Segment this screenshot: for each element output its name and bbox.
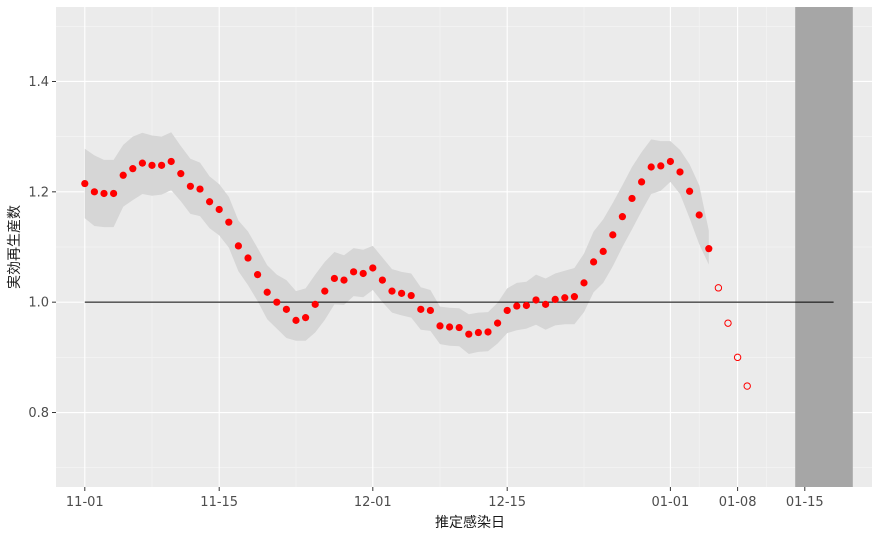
data-point [494, 319, 502, 327]
y-tick-label: 1.2 [28, 185, 49, 200]
data-point [350, 268, 358, 276]
data-point [618, 213, 627, 221]
data-point [302, 314, 310, 322]
data-point [513, 302, 521, 310]
data-point [234, 242, 242, 250]
x-axis-title: 推定感染日 [435, 514, 505, 531]
data-point [225, 218, 233, 226]
data-point [436, 322, 444, 330]
data-point [330, 274, 338, 283]
y-tick-label: 1.4 [28, 75, 49, 90]
data-point [455, 323, 463, 332]
data-point [148, 161, 156, 169]
data-point [311, 300, 319, 308]
data-point [100, 189, 108, 198]
data-point [465, 330, 473, 338]
data-point [388, 287, 396, 295]
data-point [110, 189, 118, 198]
x-tick-label: 01-01 [652, 495, 690, 510]
points-layer [81, 157, 751, 390]
data-point [484, 328, 492, 336]
shaded-region [795, 7, 853, 487]
data-point [686, 187, 694, 195]
data-point [158, 161, 166, 169]
data-point [474, 328, 482, 337]
x-tick-label: 12-01 [354, 495, 392, 510]
shaded-region-layer [795, 7, 853, 487]
data-point [167, 157, 175, 166]
data-point [119, 171, 127, 179]
data-point [254, 270, 262, 279]
data-point [446, 323, 454, 331]
y-tick-label: 1.0 [28, 296, 49, 311]
data-point [426, 306, 434, 315]
data-point [263, 288, 271, 296]
x-tick-label: 11-15 [200, 495, 238, 510]
data-point [695, 211, 703, 219]
data-point [398, 289, 406, 297]
data-point [186, 182, 194, 190]
open-data-point [724, 319, 732, 327]
data-point [609, 231, 617, 239]
open-data-point [743, 382, 751, 390]
data-point [340, 276, 348, 284]
data-point [532, 296, 540, 304]
data-point [407, 291, 415, 300]
data-point [417, 305, 425, 313]
data-point [542, 300, 550, 308]
y-tick-label: 0.8 [28, 406, 49, 421]
data-point [561, 294, 569, 302]
x-tick-label: 11-01 [66, 495, 104, 510]
minor-gridlines [56, 7, 872, 487]
data-point [196, 185, 204, 193]
data-point [666, 157, 675, 166]
data-point [215, 205, 223, 214]
open-data-point [733, 353, 742, 362]
data-point [522, 301, 531, 310]
data-point [273, 298, 281, 306]
data-point [138, 159, 146, 167]
open-data-point [714, 284, 723, 292]
data-point [369, 264, 377, 272]
data-point [206, 198, 214, 206]
y-axis-title: 実効再生産数 [7, 205, 23, 289]
data-point [81, 179, 89, 188]
data-point [359, 269, 367, 278]
data-point [580, 279, 588, 287]
data-point [590, 258, 598, 266]
data-point [282, 305, 290, 313]
data-point [599, 247, 607, 256]
data-point [244, 254, 252, 262]
data-point [90, 188, 98, 196]
data-point [657, 162, 665, 170]
data-point [628, 194, 636, 203]
x-tick-label: 01-08 [719, 495, 757, 510]
data-point [129, 165, 137, 173]
data-point [638, 178, 646, 186]
data-point [321, 287, 329, 295]
data-point [705, 245, 713, 253]
data-point [378, 276, 386, 284]
data-point [676, 168, 684, 176]
data-point [503, 306, 511, 315]
data-point [292, 316, 300, 324]
x-tick-label: 01-15 [786, 495, 824, 510]
x-tick-label: 12-15 [488, 495, 526, 510]
data-point [647, 163, 655, 171]
data-point [551, 295, 559, 304]
data-point [177, 170, 185, 178]
data-point [570, 293, 579, 301]
axis-layer: 11-01 11-15 12-01 12-15 01-01 01-08 01-15 0.8 1.… [28, 75, 823, 510]
